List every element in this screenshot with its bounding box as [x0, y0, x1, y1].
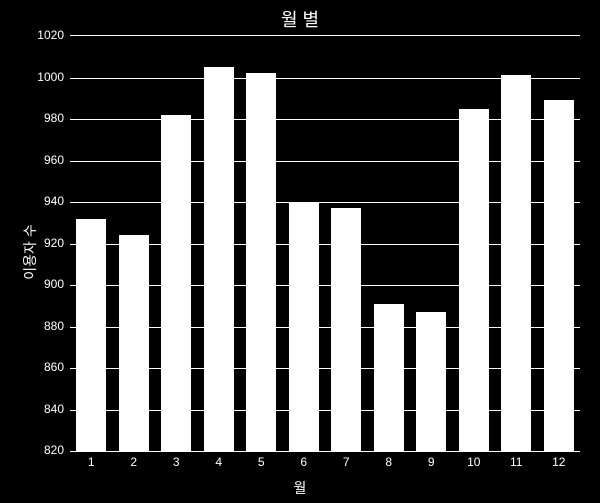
y-tick-label: 840 [44, 402, 64, 416]
y-tick-label: 940 [44, 194, 64, 208]
plot-area [70, 35, 580, 452]
x-axis-label: 월 [0, 478, 600, 498]
bar [119, 235, 149, 451]
bar [501, 75, 531, 451]
y-tick-label: 980 [44, 111, 64, 125]
chart-container: 월 별 이용자 수 820 840 860 880 900 920 940 960 980 100… [0, 0, 600, 503]
x-tick-label: 3 [173, 455, 180, 469]
gridline [70, 368, 580, 369]
bar [246, 73, 276, 451]
x-tick-label: 1 [88, 455, 95, 469]
gridline [70, 410, 580, 411]
y-tick-label: 900 [44, 277, 64, 291]
bar [76, 219, 106, 451]
gridline [70, 285, 580, 286]
x-tick-label: 12 [552, 455, 565, 469]
x-tick-label: 10 [467, 455, 480, 469]
y-tick-label: 820 [44, 443, 64, 457]
gridline [70, 202, 580, 203]
x-tick-label: 11 [510, 455, 522, 469]
y-tick-label: 960 [44, 153, 64, 167]
bar [544, 100, 574, 451]
bar [416, 312, 446, 451]
x-tick-label: 8 [385, 455, 392, 469]
y-tick-label: 880 [44, 319, 64, 333]
x-tick-label: 9 [428, 455, 435, 469]
y-axis-label: 이용자 수 [20, 224, 40, 279]
gridline [70, 244, 580, 245]
gridline [70, 327, 580, 328]
gridline [70, 78, 580, 79]
y-tick-label: 920 [44, 236, 64, 250]
bar [204, 67, 234, 451]
gridline [70, 119, 580, 120]
bar [331, 208, 361, 451]
gridline [70, 161, 580, 162]
x-tick-label: 6 [300, 455, 307, 469]
y-tick-label: 1000 [37, 70, 64, 84]
y-tick-label: 860 [44, 360, 64, 374]
y-tick-label: 1020 [37, 28, 64, 42]
x-tick-label: 2 [130, 455, 137, 469]
x-tick-label: 4 [215, 455, 222, 469]
chart-title: 월 별 [0, 6, 600, 32]
bar [161, 115, 191, 451]
x-tick-label: 5 [258, 455, 265, 469]
x-tick-label: 7 [343, 455, 350, 469]
